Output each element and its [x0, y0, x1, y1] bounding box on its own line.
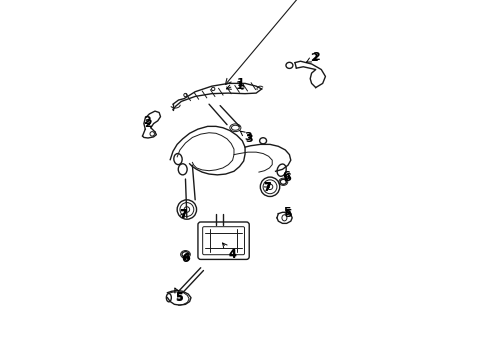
Text: 6: 6	[182, 253, 190, 263]
Text: 6: 6	[282, 171, 290, 181]
Text: 7: 7	[262, 183, 270, 193]
Text: 1: 1	[235, 81, 243, 91]
Text: 2: 2	[306, 52, 319, 62]
Text: 7: 7	[179, 209, 186, 219]
Text: 5: 5	[174, 293, 182, 303]
Text: 7: 7	[179, 210, 187, 220]
Text: 6: 6	[283, 173, 290, 183]
Text: 7: 7	[263, 183, 270, 192]
Text: 3: 3	[239, 131, 252, 143]
Text: 5: 5	[284, 209, 291, 219]
Text: 2: 2	[142, 116, 150, 126]
Text: 4: 4	[228, 249, 236, 259]
Text: 6: 6	[181, 255, 189, 264]
Text: 2: 2	[144, 118, 152, 129]
Text: 5: 5	[175, 288, 183, 302]
Text: 3: 3	[245, 134, 252, 144]
Text: 4: 4	[222, 243, 236, 260]
Text: 2: 2	[310, 53, 318, 63]
Text: 5: 5	[282, 207, 290, 217]
Text: 1: 1	[226, 78, 244, 89]
